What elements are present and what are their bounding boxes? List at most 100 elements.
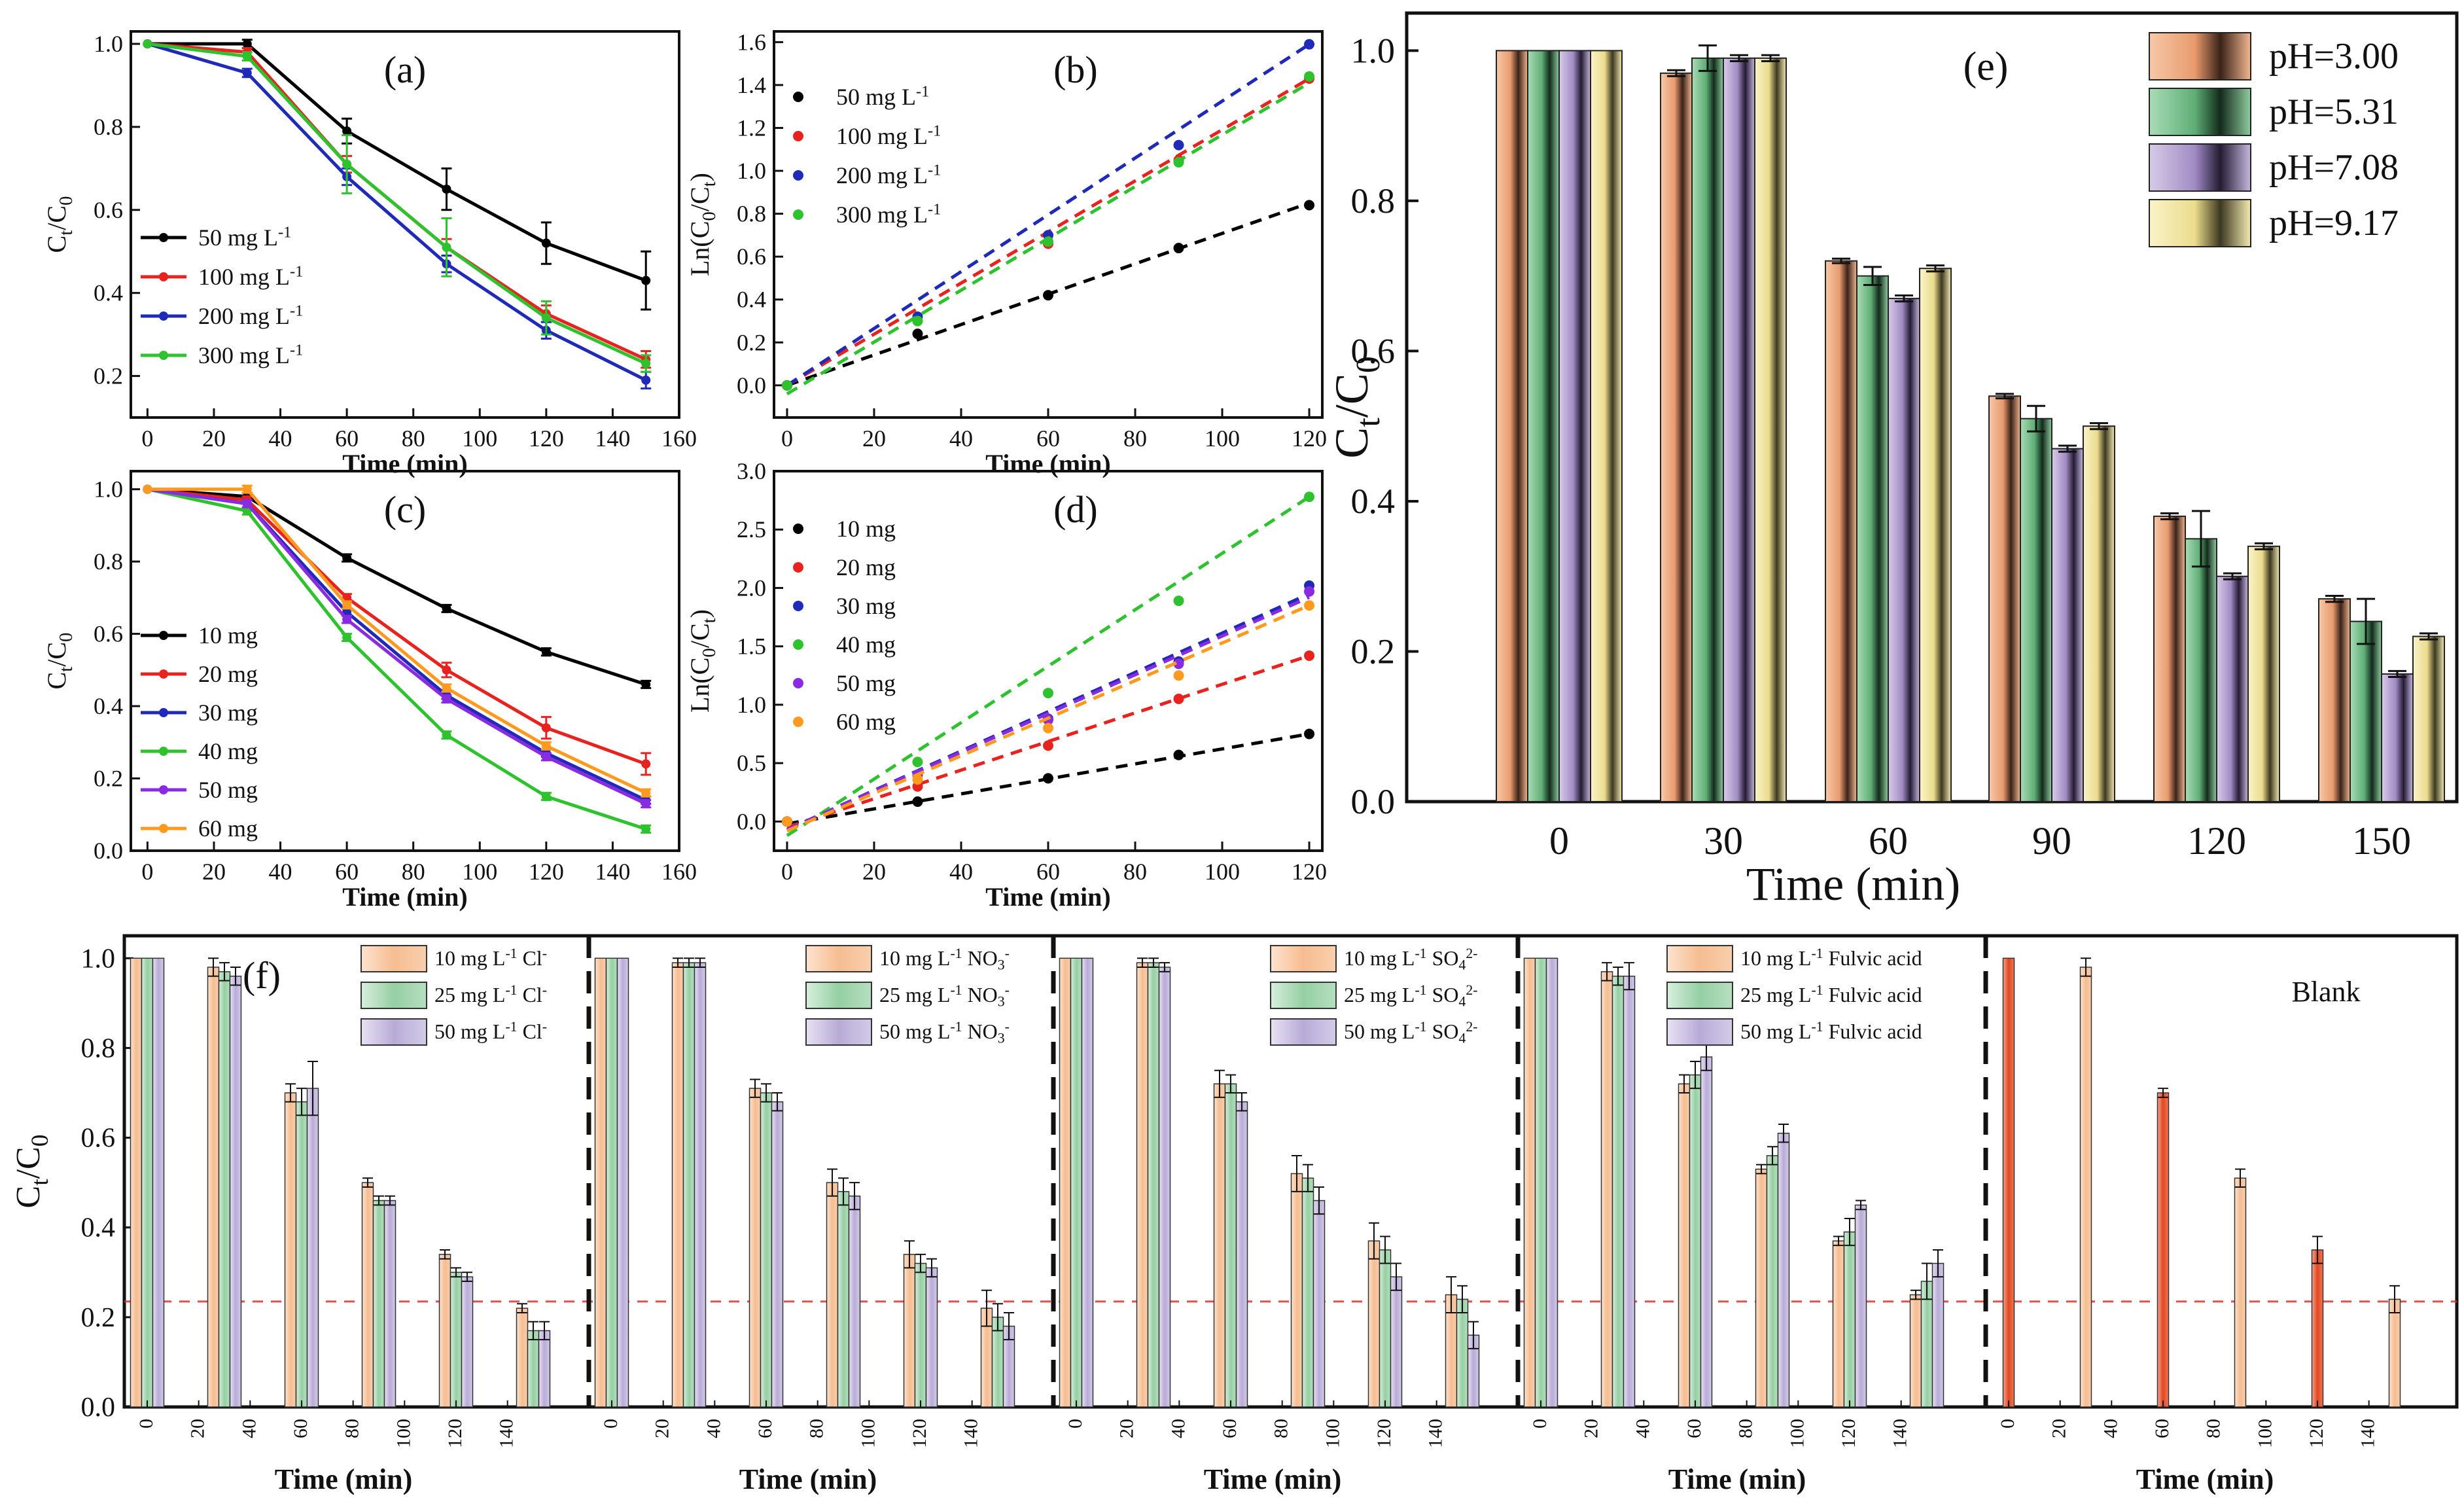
bar bbox=[1931, 1262, 1945, 1408]
y-tick-label: 0.2 bbox=[94, 766, 123, 792]
bar bbox=[2311, 1249, 2324, 1408]
data-point bbox=[541, 313, 551, 323]
legend-label: 40 mg bbox=[836, 631, 896, 658]
bar bbox=[1523, 957, 1536, 1408]
legend-text: Fulvic acid bbox=[1823, 983, 1922, 1006]
legend-sup: -1 bbox=[928, 122, 941, 139]
data-point bbox=[242, 52, 252, 62]
legend-swatch bbox=[1666, 982, 1733, 1009]
data-point bbox=[442, 694, 451, 703]
axis-ylabel: Ct/C0 bbox=[42, 196, 77, 253]
data-point bbox=[641, 788, 651, 798]
data-point bbox=[1173, 243, 1184, 254]
x-tick-label: 140 bbox=[595, 859, 630, 885]
x-tick-label: 100 bbox=[2254, 1419, 2276, 1448]
ylabel-part: C bbox=[42, 236, 71, 253]
legend-sup: -1 bbox=[505, 982, 517, 998]
bar bbox=[771, 1101, 784, 1408]
axis-xlabel: Time (min) bbox=[342, 449, 467, 478]
data-point bbox=[641, 679, 651, 689]
legend-marker bbox=[159, 824, 168, 833]
bar bbox=[516, 1307, 529, 1408]
series-50-mg-L-1 bbox=[781, 200, 1315, 391]
bar bbox=[284, 1092, 297, 1408]
x-tick-label: 150 bbox=[2352, 819, 2411, 862]
legend-label: pH=5.31 bbox=[2269, 92, 2399, 132]
bar bbox=[218, 971, 231, 1408]
y-tick-label: 0.6 bbox=[94, 621, 123, 647]
y-tick-label: 0.2 bbox=[1351, 631, 1396, 671]
bar bbox=[2185, 538, 2217, 802]
y-tick-label: 0.0 bbox=[1351, 782, 1396, 821]
bar bbox=[1558, 50, 1591, 802]
legend-sup: -1 bbox=[278, 223, 291, 241]
legend-text: 10 mg L bbox=[1344, 946, 1415, 970]
data-point bbox=[1173, 156, 1184, 168]
data-point bbox=[541, 723, 551, 733]
x-tick-label: 20 bbox=[862, 859, 886, 885]
legend-marker bbox=[159, 708, 168, 717]
series-line bbox=[147, 488, 646, 831]
x-tick-label: 60 bbox=[2151, 1419, 2173, 1438]
bar bbox=[671, 962, 684, 1408]
legend-marker bbox=[159, 272, 168, 281]
x-tick-label: 120 bbox=[1373, 1419, 1395, 1448]
bar bbox=[1147, 962, 1160, 1408]
data-point bbox=[143, 484, 152, 494]
x-tick-label: 40 bbox=[1632, 1419, 1653, 1438]
legend-marker bbox=[159, 785, 168, 794]
bar bbox=[1691, 57, 1724, 802]
bar bbox=[1390, 1276, 1403, 1408]
ylabel-part: 0 bbox=[56, 196, 77, 205]
legend-label: 30 mg bbox=[198, 700, 258, 726]
bar bbox=[682, 962, 695, 1408]
bar bbox=[1919, 268, 1952, 802]
bar bbox=[1920, 1281, 1933, 1408]
x-tick-label: 20 bbox=[202, 425, 226, 452]
y-tick-label: 0.5 bbox=[737, 750, 766, 776]
ylabel-part: C bbox=[42, 672, 71, 690]
legend-marker bbox=[793, 717, 803, 727]
ylabel-part: 0 bbox=[1350, 356, 1387, 373]
axis-ylabel: Ct/C0 bbox=[42, 633, 77, 690]
ylabel-part: C bbox=[1326, 427, 1378, 459]
legend-text: SO bbox=[1427, 1020, 1459, 1043]
legend-sup: -1 bbox=[950, 982, 962, 998]
legend-label: 50 mg bbox=[836, 670, 896, 696]
x-tick-label: 40 bbox=[1167, 1419, 1189, 1438]
legend-swatch bbox=[361, 982, 427, 1009]
legend-marker bbox=[159, 311, 168, 321]
legend-sub: 4 bbox=[1458, 957, 1466, 972]
ylabel-part: ) bbox=[685, 173, 714, 181]
panel-a: 0 20 40 60 80 100 120 140 160 0.2 0.4 0.6 0.8 1.0 Time… bbox=[42, 30, 697, 478]
data-point bbox=[1304, 71, 1315, 82]
x-tick-label: 60 bbox=[290, 1419, 311, 1438]
legend-sup: -1 bbox=[1415, 1019, 1426, 1035]
legend-label: 50 mg L-1 SO42- bbox=[1344, 1019, 1477, 1046]
bar bbox=[295, 1101, 308, 1408]
panel-label: (f) bbox=[243, 954, 281, 997]
data-point bbox=[342, 160, 352, 169]
bar bbox=[2350, 620, 2382, 802]
bar bbox=[1988, 395, 2021, 802]
bar bbox=[848, 1195, 861, 1408]
legend-label: 10 mg bbox=[836, 516, 896, 542]
data-point bbox=[1043, 290, 1053, 301]
data-point bbox=[342, 553, 352, 563]
legend-sup: -1 bbox=[1415, 982, 1426, 998]
x-tick-label: 20 bbox=[187, 1419, 209, 1438]
x-tick-label: 120 bbox=[529, 425, 564, 452]
x-tick-label: 120 bbox=[444, 1419, 466, 1448]
bar bbox=[605, 957, 618, 1408]
legend-sup: 2- bbox=[1466, 1019, 1477, 1035]
legend-label: pH=9.17 bbox=[2269, 203, 2399, 243]
legend-text: 100 mg L bbox=[836, 123, 928, 149]
bar bbox=[1825, 260, 1857, 802]
bar bbox=[1843, 1231, 1856, 1408]
data-point bbox=[1043, 740, 1053, 751]
ylabel-part: 0 bbox=[27, 1135, 54, 1147]
axis-ylabel: Ct/C0 bbox=[10, 1135, 54, 1209]
bar bbox=[1854, 1204, 1867, 1408]
legend-label: pH=3.00 bbox=[2269, 36, 2399, 77]
bar bbox=[527, 1330, 540, 1408]
